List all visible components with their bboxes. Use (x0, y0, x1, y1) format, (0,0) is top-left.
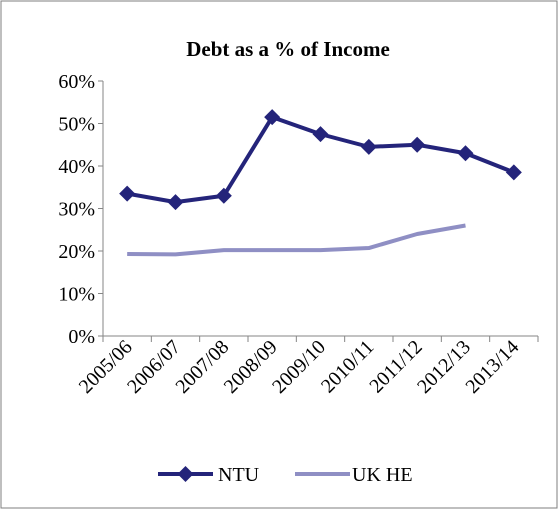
data-point-ntu (167, 194, 184, 211)
data-point-ntu (312, 126, 329, 143)
data-point-ntu (264, 109, 281, 126)
data-point-ntu (215, 187, 232, 204)
data-point-ntu (409, 136, 426, 153)
legend-label-uk-he: UK HE (352, 464, 413, 486)
data-point-ntu (119, 185, 136, 202)
y-tick-label: 0% (68, 326, 95, 348)
chart-title: Debt as a % of Income (186, 37, 390, 61)
data-point-ntu (457, 145, 474, 162)
y-tick-label: 30% (58, 199, 95, 221)
data-point-ntu (360, 138, 377, 155)
y-tick-label: 60% (58, 71, 95, 93)
y-tick-label: 20% (58, 241, 95, 263)
legend-label-ntu: NTU (218, 464, 260, 486)
y-tick-label: 40% (58, 156, 95, 178)
data-point-ntu (505, 164, 522, 181)
legend: NTU UK HE (158, 464, 413, 486)
y-axis-ticks: 0% 10% 20% 30% 40% 50% 60% (58, 71, 103, 348)
series-line-uk-he (127, 223, 466, 257)
series-layer (119, 109, 522, 257)
y-tick-label: 50% (58, 114, 95, 136)
y-tick-label: 10% (58, 284, 95, 306)
legend-marker-ntu (177, 466, 194, 482)
